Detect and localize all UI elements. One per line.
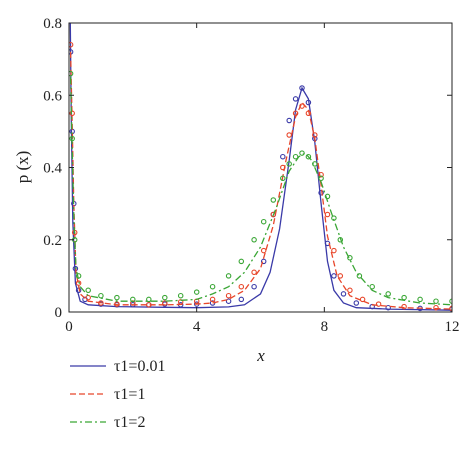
y-tick-label: 0.2 (43, 233, 62, 249)
series-2-line (69, 51, 452, 310)
series-3-point (85, 287, 91, 294)
y-axis-label: p (x) (13, 151, 32, 184)
series-3-point (225, 273, 232, 279)
series-2-point (260, 247, 267, 254)
series-3-point (130, 296, 136, 303)
series-3-point (292, 153, 299, 160)
series-3-point (280, 175, 286, 182)
series-2-point (209, 296, 216, 303)
series-3-point (270, 197, 277, 203)
series-2-point (337, 273, 344, 279)
series-2 (69, 41, 452, 312)
series-2-point (347, 287, 353, 294)
legend-label-3: τ1=2 (114, 414, 145, 431)
series-3-point (385, 291, 391, 297)
series-3-point (177, 292, 184, 299)
series-1-point (340, 291, 347, 297)
series-1-point (251, 283, 257, 290)
series-1-point (260, 258, 267, 265)
series-3-line (69, 77, 452, 306)
series-3-point (146, 296, 152, 303)
axes: 0 4 8 12 0 0.2 0.4 0.6 0.8 (43, 16, 459, 335)
series-3-point (98, 292, 104, 299)
y-tick-label: 0.8 (43, 16, 62, 32)
series-2-point (324, 211, 331, 218)
series-2-point (225, 292, 232, 299)
series-1-point (225, 298, 232, 304)
series-1 (69, 22, 452, 312)
series-3-point (251, 237, 257, 243)
series-2-point (238, 283, 245, 290)
series-3-point (369, 283, 375, 290)
series-2-point (75, 280, 82, 286)
series-2-point (162, 300, 168, 306)
x-tick-label: 4 (193, 319, 201, 335)
series-1-point (292, 96, 299, 102)
x-tick-label: 8 (321, 319, 329, 335)
x-tick-label: 0 (65, 319, 73, 335)
legend-label-2: τ1=1 (114, 386, 145, 403)
y-tick-label: 0.6 (43, 88, 62, 104)
series-3-point (433, 298, 439, 304)
series-1-point (238, 296, 245, 303)
series-2-point (318, 171, 324, 178)
series-3-point (401, 294, 407, 301)
series-3-point (337, 237, 344, 243)
series-3-point (305, 153, 312, 160)
y-tick-label: 0.4 (43, 161, 62, 177)
series-2-point (375, 301, 382, 307)
series-2-point (286, 132, 292, 138)
x-tick-label: 12 (445, 319, 460, 335)
series-2-point (433, 304, 439, 311)
y-tick-label: 0 (55, 305, 63, 321)
series-3-point (356, 273, 363, 279)
series-1-point (286, 117, 292, 124)
legend: τ1=0.01 τ1=1 τ1=2 (70, 358, 165, 431)
series-3-point (209, 283, 216, 290)
series-2-point (331, 247, 337, 254)
x-axis-label: x (256, 346, 265, 365)
series-1-point (385, 304, 391, 311)
series-3-point (286, 161, 292, 167)
series-3-point (69, 70, 74, 77)
series-1-point (331, 273, 337, 279)
legend-label-1: τ1=0.01 (114, 358, 165, 375)
series-1-line (69, 22, 452, 311)
series-3-point (238, 258, 245, 265)
series-1-point (280, 153, 286, 160)
series-2-point (251, 269, 257, 276)
series-2-point (69, 41, 74, 48)
series-1-point (353, 300, 360, 306)
plot-area (69, 22, 452, 312)
series-3-point (162, 294, 168, 301)
series-3-point (417, 296, 423, 303)
series-3 (69, 70, 452, 306)
series-2-point (401, 303, 407, 310)
series-3-point (260, 218, 267, 225)
plot-frame (68, 22, 453, 313)
series-3-point (114, 294, 120, 301)
series-3-point (347, 255, 353, 261)
series-3-point (193, 289, 200, 295)
